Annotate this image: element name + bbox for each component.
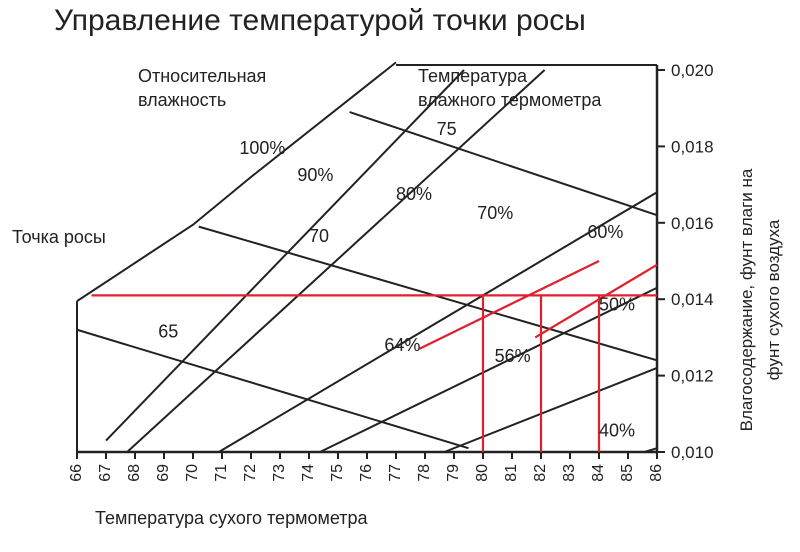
x-tick-label: 67 <box>97 464 114 482</box>
x-tick-label: 81 <box>503 464 520 482</box>
x-tick-label: 70 <box>184 464 201 482</box>
y-axis-label: Влагосодержание, фунт влаги на <box>737 168 756 431</box>
y-tick-label: 0,018 <box>671 137 714 156</box>
rh-header: Относительная влажность <box>138 66 266 110</box>
rh-line-80 <box>126 69 546 453</box>
x-tick-label: 83 <box>561 464 578 482</box>
x-tick-label: 84 <box>590 464 607 482</box>
rh-line-60 <box>319 286 658 453</box>
line-label: 70% <box>477 203 513 223</box>
x-tick-label: 71 <box>213 464 230 482</box>
x-tick-label: 78 <box>416 464 433 482</box>
process-lines <box>91 260 658 452</box>
x-tick-label: 66 <box>68 464 85 482</box>
line-label: 40% <box>599 421 635 441</box>
x-tick-label: 79 <box>445 464 462 482</box>
rh-line-50 <box>443 367 658 453</box>
y-tick-label: 0,014 <box>671 290 714 309</box>
line-label: 80% <box>396 184 432 204</box>
wb-header: Температура влажного термометра <box>418 66 602 110</box>
y-tick-label: 0,012 <box>671 367 714 386</box>
x-tick-label: 73 <box>271 464 288 482</box>
x-tick-label: 85 <box>619 464 636 482</box>
saturation-curve <box>76 61 397 302</box>
process-rh-64 <box>418 260 600 350</box>
x-tick-label: 75 <box>329 464 346 482</box>
wb-line-70 <box>198 225 658 362</box>
line-label: 100% <box>239 138 285 158</box>
x-tick-label: 68 <box>126 464 143 482</box>
x-tick-label: 74 <box>300 464 317 482</box>
line-label: 70 <box>309 226 329 246</box>
process-rh-56 <box>534 263 658 339</box>
line-label: 64% <box>384 335 420 355</box>
dew-point-label: Точка росы <box>12 227 106 247</box>
x-tick-label: 72 <box>242 464 259 482</box>
line-label: 65 <box>158 321 178 341</box>
line-label: 75 <box>437 119 457 139</box>
line-label: 60% <box>587 222 623 242</box>
rh-line-40 <box>644 447 658 453</box>
y-tick-label: 0,016 <box>671 214 714 233</box>
y-axis-label: фунт сухого воздуха <box>764 219 783 380</box>
x-axis-label: Температура сухого термометра <box>95 508 369 528</box>
rh-line-90 <box>105 69 465 442</box>
x-tick-label: 82 <box>532 464 549 482</box>
x-tick-label: 80 <box>474 464 491 482</box>
line-label: 90% <box>297 165 333 185</box>
chart-title: Управление температурой точки росы <box>54 4 586 37</box>
chart-structure <box>76 61 665 459</box>
x-tick-label: 76 <box>358 464 375 482</box>
x-tick-label: 86 <box>648 464 665 482</box>
rh-line-70 <box>218 191 658 453</box>
x-tick-label: 69 <box>155 464 172 482</box>
y-tick-label: 0,010 <box>671 443 714 462</box>
chart-labels: 66 67 68 69 70 71 72 73 74 75 76 77 78 79 80 81 82 83 84 85… <box>12 61 783 528</box>
line-label: 50% <box>599 295 635 315</box>
x-tick-label: 77 <box>387 464 404 482</box>
wb-line-65 <box>76 328 469 450</box>
y-tick-label: 0,020 <box>671 61 714 80</box>
line-label: 56% <box>495 346 531 366</box>
wb-line-75 <box>349 111 658 217</box>
